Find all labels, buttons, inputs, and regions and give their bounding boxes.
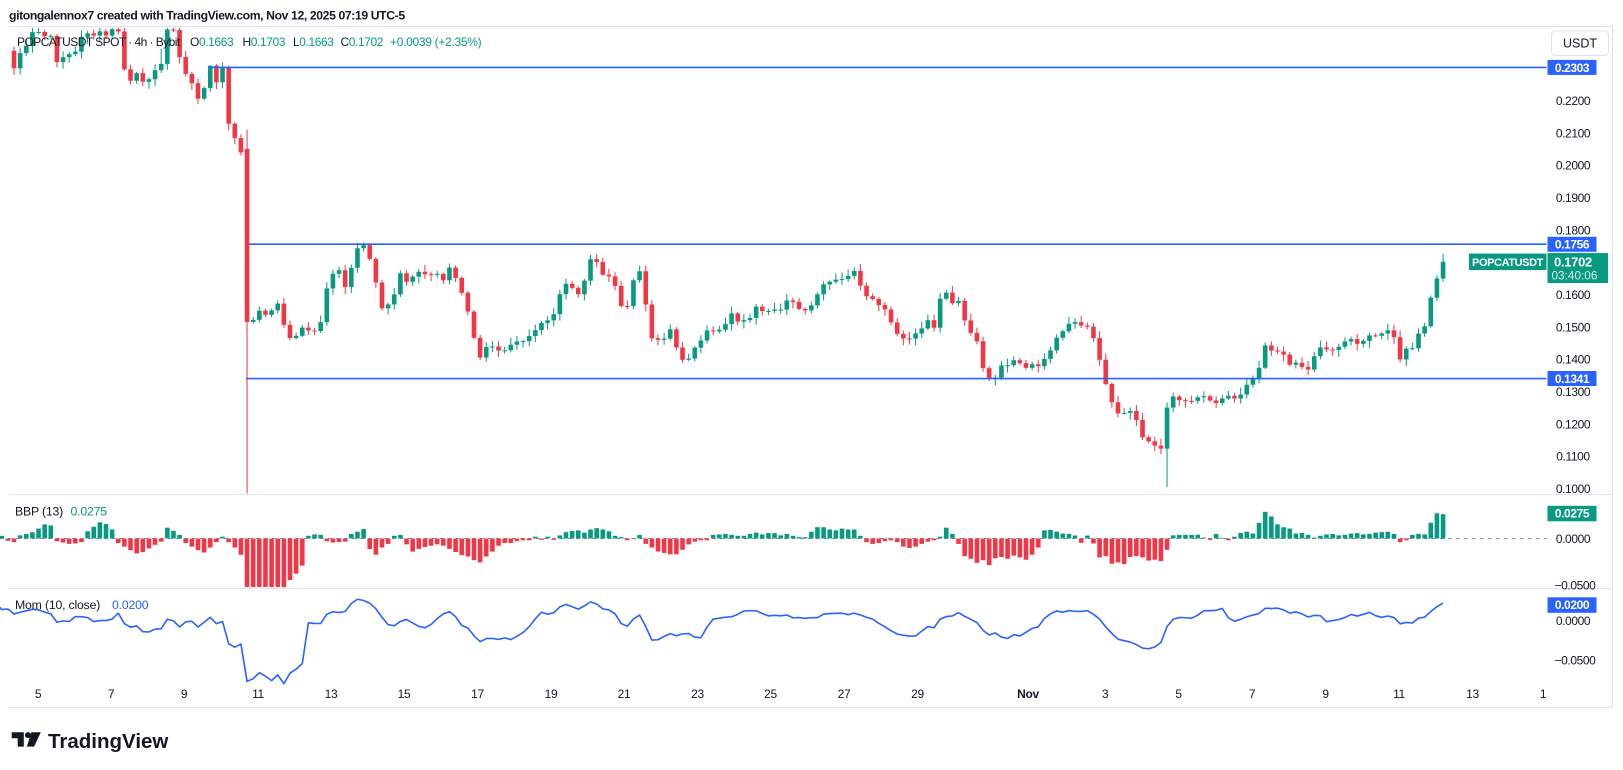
svg-text:7: 7 [108, 687, 115, 701]
svg-text:1: 1 [1540, 687, 1547, 701]
svg-text:0.2000: 0.2000 [1556, 159, 1591, 173]
svg-text:POPCATUSDT: POPCATUSDT [1472, 257, 1544, 269]
svg-text:0.1300: 0.1300 [1556, 385, 1591, 399]
svg-text:27: 27 [838, 687, 851, 701]
svg-text:0.1400: 0.1400 [1556, 353, 1591, 367]
svg-text:9: 9 [181, 687, 188, 701]
svg-text:0.1500: 0.1500 [1556, 320, 1591, 334]
svg-text:POPCATUSDT SPOT · 4h · Bybit: POPCATUSDT SPOT · 4h · Bybit [17, 35, 181, 49]
svg-text:0.2100: 0.2100 [1556, 126, 1591, 140]
svg-text:3: 3 [1102, 687, 1109, 701]
svg-text:O0.1663: O0.1663 [190, 35, 234, 49]
svg-text:19: 19 [545, 687, 558, 701]
svg-text:21: 21 [618, 687, 631, 701]
svg-text:TradingView: TradingView [48, 730, 168, 753]
svg-text:0.2200: 0.2200 [1556, 94, 1591, 108]
svg-text:0.2303: 0.2303 [1555, 61, 1590, 75]
svg-text:13: 13 [325, 687, 338, 701]
svg-text:0.1341: 0.1341 [1555, 372, 1590, 386]
svg-text:0.0200: 0.0200 [1555, 598, 1590, 612]
svg-text:0.0000: 0.0000 [1556, 532, 1591, 546]
svg-text:0.0275: 0.0275 [1555, 507, 1590, 521]
svg-text:25: 25 [764, 687, 777, 701]
svg-text:03:40:06: 03:40:06 [1552, 269, 1598, 283]
svg-text:15: 15 [398, 687, 411, 701]
svg-text:0.1756: 0.1756 [1555, 238, 1590, 252]
svg-text:5: 5 [35, 687, 42, 701]
svg-text:−0.0500: −0.0500 [1555, 579, 1597, 593]
svg-text:0.1000: 0.1000 [1556, 482, 1591, 496]
svg-text:9: 9 [1322, 687, 1329, 701]
svg-text:−0.0500: −0.0500 [1555, 654, 1597, 668]
svg-text:0.0000: 0.0000 [1556, 614, 1591, 628]
svg-text:C0.1702: C0.1702 [341, 35, 384, 49]
svg-text:0.1900: 0.1900 [1556, 191, 1591, 205]
svg-text:23: 23 [691, 687, 704, 701]
svg-text:+0.0039 (+2.35%): +0.0039 (+2.35%) [390, 35, 482, 49]
svg-text:0.0200: 0.0200 [112, 598, 149, 612]
svg-text:7: 7 [1249, 687, 1256, 701]
svg-text:13: 13 [1466, 687, 1479, 701]
svg-text:L0.1663: L0.1663 [293, 35, 334, 49]
svg-text:0.1800: 0.1800 [1556, 223, 1591, 237]
svg-text:gitongalennox7 created with Tr: gitongalennox7 created with TradingView.… [9, 9, 405, 23]
svg-text:BBP (13): BBP (13) [15, 505, 63, 519]
svg-text:H0.1703: H0.1703 [243, 35, 286, 49]
svg-text:11: 11 [252, 687, 264, 701]
svg-text:0.1200: 0.1200 [1556, 417, 1591, 431]
svg-text:17: 17 [471, 687, 484, 701]
svg-text:Nov: Nov [1017, 687, 1039, 701]
svg-text:0.1600: 0.1600 [1556, 288, 1591, 302]
svg-text:0.1702: 0.1702 [1554, 254, 1592, 269]
svg-text:0.1100: 0.1100 [1556, 450, 1590, 464]
svg-text:29: 29 [911, 687, 924, 701]
svg-text:11: 11 [1393, 687, 1405, 701]
svg-text:5: 5 [1175, 687, 1182, 701]
svg-text:0.0275: 0.0275 [71, 505, 108, 519]
svg-text:USDT: USDT [1563, 37, 1597, 51]
svg-text:Mom (10, close): Mom (10, close) [15, 598, 100, 612]
